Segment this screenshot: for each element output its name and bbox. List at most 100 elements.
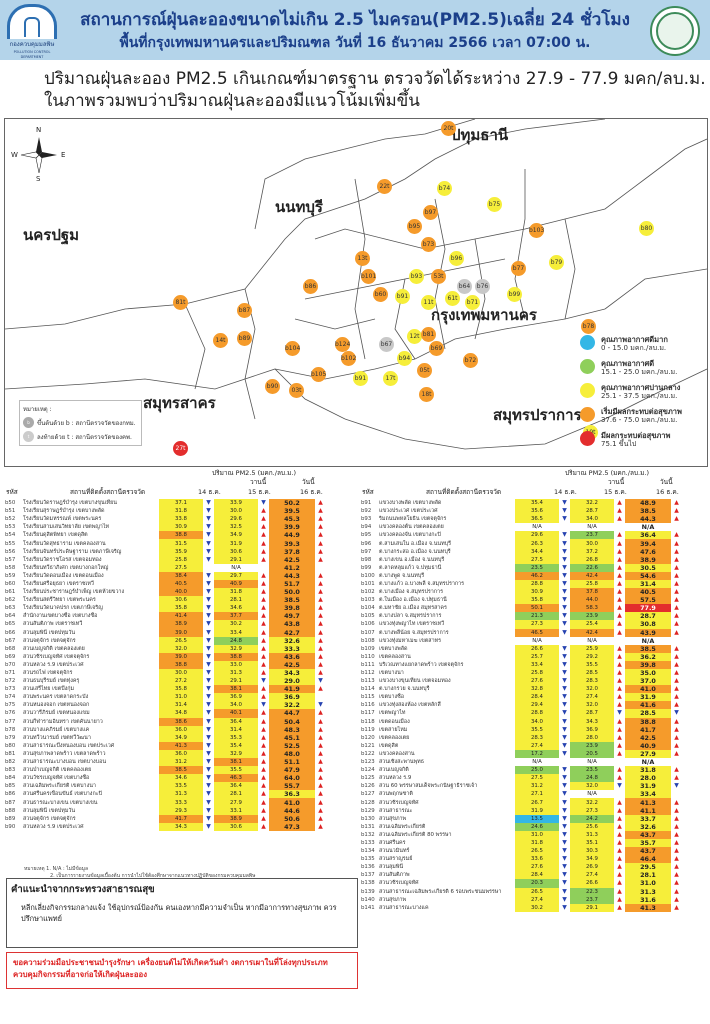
- public-request-box: ขอความร่วมมือประชาชนบำรุงรักษา เครื่องยน…: [6, 952, 358, 989]
- table-row: b94 แขวงคลองต้น เขตคลองเตย N/A N/A N/A: [360, 523, 682, 532]
- value-14dec: 28.4: [515, 871, 559, 880]
- trend-arrow-icon: ▼: [206, 733, 211, 741]
- value-15dec: 23.9: [570, 741, 614, 750]
- table-row: b138 สวนวชิรเบญจทัศ 20.3 ▼ 26.6 ▲ 31.0 ▲: [360, 879, 682, 888]
- station-marker: b75: [487, 197, 502, 212]
- table-row: b70 สวนหลวง ร.9 เขตประเวศ 38.8 ▼ 33.0 ▲ 42.5 ▲: [4, 660, 326, 669]
- table-row: b79 สวนทวีวนารมย์ เขตทวีวัฒนา 34.9 ▼ 35.3 ▲ 45…: [4, 733, 326, 742]
- value-14dec: 29.3: [159, 806, 203, 815]
- value-16dec: 39.8: [269, 604, 315, 613]
- trend-arrow-icon: ▲: [674, 774, 679, 782]
- station-code: b80: [5, 742, 16, 749]
- trend-arrow-icon: ▼: [206, 749, 211, 757]
- value-15dec: 34.9: [570, 855, 614, 864]
- station-name: ต.สามเสนใน อ.เมือง จ.นนทบุรี: [379, 540, 451, 547]
- table-row: b86 สวนศรีนครเขื่อนขันธ์ เขตบางกะปิ 31.3 ▼ 2…: [4, 790, 326, 799]
- value-16dec: 38.8: [625, 717, 671, 726]
- table-row: b120 เขตคลองเตย 28.3 ▼ 28.0 ▲ 42.5 ▲: [360, 733, 682, 742]
- trend-arrow-icon: ▲: [318, 652, 323, 660]
- station-marker: b124: [335, 337, 350, 352]
- bma-seal-icon: [650, 6, 700, 56]
- trend-arrow-icon: ▲: [617, 701, 622, 709]
- station-name: แขวงคลองจั่น เขตบางกะปิ: [379, 532, 441, 539]
- trend-arrow-icon: ▲: [674, 766, 679, 774]
- trend-arrow-icon: ▼: [562, 507, 567, 515]
- value-16dec: 40.9: [625, 741, 671, 750]
- value-14dec: 36.0: [159, 749, 203, 758]
- table-row: b66 สวนลุมพินี เขตปทุมวัน 39.0 ▼ 33.4 ▲ 42.7 ▲: [4, 628, 326, 637]
- trend-arrow-icon: ▲: [617, 555, 622, 563]
- trend-arrow-icon: ▼: [562, 814, 567, 822]
- trend-arrow-icon: ▼: [562, 563, 567, 571]
- trend-arrow-icon: ▼: [562, 677, 567, 685]
- value-14dec: 38.8: [159, 660, 203, 669]
- trend-arrow-icon: ▲: [318, 725, 323, 733]
- table-row: b106 แขวงทุ่งพญาไท เขตราชเทวี 27.3 ▼ 25.4 ▲ 30…: [360, 620, 682, 629]
- table-row: b81 สวนสุขภาพลาดพร้าว เขตลาดพร้าว 36.0 ▼ 32.…: [4, 749, 326, 758]
- value-15dec: 25.9: [570, 644, 614, 653]
- station-code: b104: [361, 605, 375, 612]
- station-code: b50: [5, 500, 16, 507]
- value-16dec: 40.5: [625, 588, 671, 597]
- table-row: b95 แขวงคลองจั่น เขตบางกะปิ 29.6 ▼ 23.7 ▲ 36.4…: [360, 531, 682, 540]
- station-code: b124: [361, 767, 375, 774]
- table-row: b140 สวนสุขภาพ 27.4 ▼ 23.7 ▲ 31.6 ▲: [360, 895, 682, 904]
- trend-arrow-icon: ▼: [261, 677, 266, 685]
- trend-arrow-icon: [671, 758, 682, 766]
- trend-arrow-icon: ▲: [318, 636, 323, 644]
- value-16dec: 31.9: [625, 693, 671, 702]
- trend-arrow-icon: ▲: [261, 741, 266, 749]
- trend-arrow-icon: ▼: [562, 863, 567, 871]
- station-code: b54: [5, 532, 16, 539]
- station-name: สวนจตุจักร เขตจตุจักร: [23, 815, 76, 822]
- value-16dec: 38.9: [625, 555, 671, 564]
- house-icon: [7, 4, 57, 39]
- value-14dec: 27.4: [515, 895, 559, 904]
- value-14dec: 23.5: [515, 563, 559, 572]
- trend-arrow-icon: ▲: [617, 887, 622, 895]
- region-pathumthani: ปทุมธานี: [451, 126, 509, 144]
- table-row: b114 ต.บางกรวย จ.นนทบุรี 32.8 ▼ 32.0 ▲ 41.0 ▲: [360, 685, 682, 694]
- code-header-left: รหัส: [6, 488, 18, 496]
- trend-arrow-icon: ▲: [617, 669, 622, 677]
- trend-arrow-icon: ▲: [617, 499, 622, 507]
- value-16dec: 44.6: [269, 806, 315, 815]
- value-16dec: 42.5: [269, 660, 315, 669]
- trend-arrow-icon: ▲: [261, 822, 266, 830]
- value-15dec: 28.1: [214, 790, 258, 799]
- value-16dec: 36.2: [625, 652, 671, 661]
- value-16dec: 35.0: [625, 668, 671, 678]
- station-name: สวนวชิรเบญจทัศ: [379, 799, 419, 806]
- value-14dec: 26.5: [515, 887, 559, 896]
- trend-arrow-icon: ▼: [562, 717, 567, 725]
- trend-arrow-icon: ▼: [206, 539, 211, 547]
- value-14dec: 31.3: [159, 790, 203, 799]
- station-marker: 17t: [383, 371, 398, 386]
- trend-arrow-icon: [315, 564, 326, 572]
- station-marker: b64: [457, 279, 472, 294]
- station-name: สวนสาธารณะเฉลิมพระเกียรติ 6 รอบพระชนมพรร…: [379, 888, 502, 895]
- value-15dec: 34.6: [214, 604, 258, 613]
- trend-arrow-icon: ▲: [617, 830, 622, 838]
- value-14dec: 36.5: [515, 515, 559, 524]
- value-14dec: 35.8: [159, 604, 203, 613]
- trend-arrow-icon: ▲: [261, 612, 266, 620]
- value-14dec: N/A: [515, 758, 559, 767]
- station-marker: b91: [395, 289, 410, 304]
- table-row: b109 เขตบางพลัด 26.6 ▼ 25.9 ▲ 38.5 ▲: [360, 644, 682, 653]
- value-16dec: 41.9: [269, 685, 315, 694]
- trend-arrow-icon: ▲: [674, 547, 679, 555]
- table-row: b56 โรงเรียนจันทร์ประดิษฐาราม เขตภาษีเจริ…: [4, 547, 326, 556]
- trend-arrow-icon: ▲: [674, 806, 679, 814]
- trend-arrow-icon: ▲: [318, 741, 323, 749]
- trend-arrow-icon: ▼: [206, 741, 211, 749]
- trend-arrow-icon: [315, 693, 326, 701]
- station-marker: b74: [437, 181, 452, 196]
- trend-arrow-icon: ▼: [562, 499, 567, 507]
- trend-arrow-icon: ▲: [318, 660, 323, 668]
- station-marker: b69: [429, 341, 444, 356]
- table-row: b124 สวนเบญจกิติ 25.0 ▼ 23.5 ▲ 31.8 ▲: [360, 766, 682, 775]
- trend-arrow-icon: ▼: [206, 628, 211, 636]
- trend-arrow-icon: ▲: [261, 685, 266, 693]
- station-marker: b101: [361, 269, 376, 284]
